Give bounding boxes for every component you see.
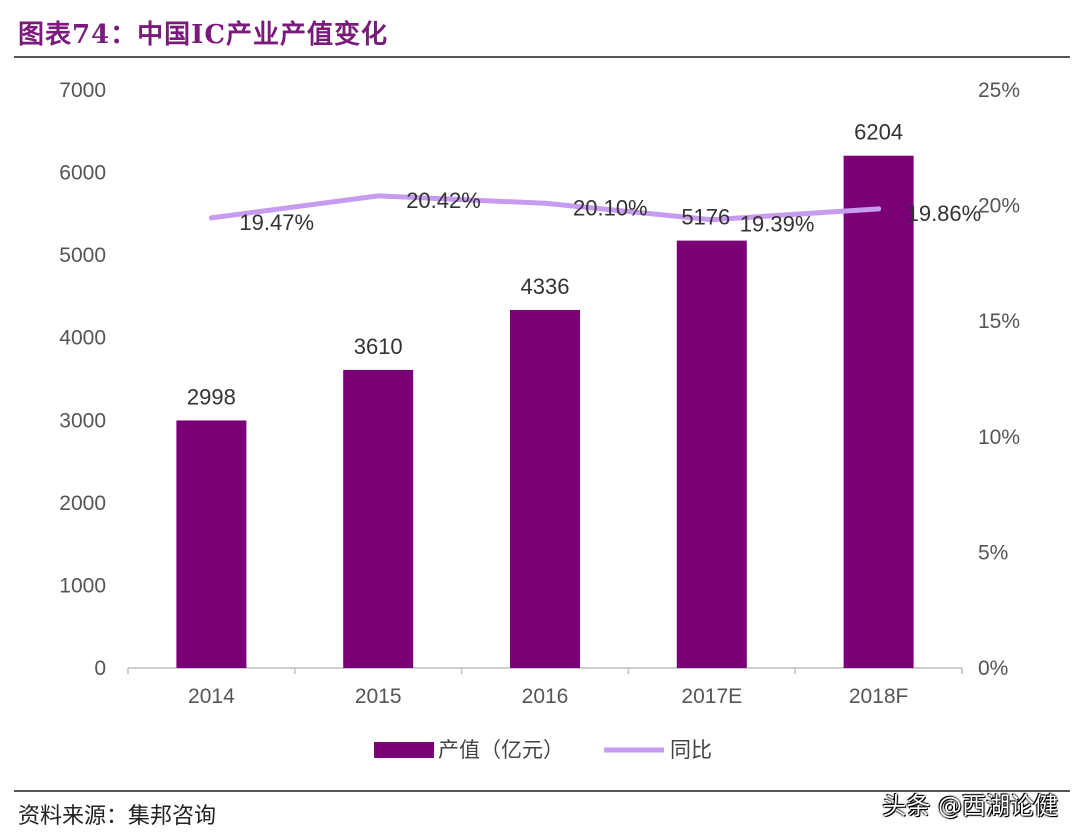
yoy-point [709, 217, 715, 223]
yoy-data-label: 19.39% [740, 212, 815, 237]
x-tick-label: 2018F [849, 685, 909, 708]
yoy-point [208, 215, 214, 221]
bar-2018F [843, 155, 914, 668]
y-right-tick-label: 10% [978, 426, 1020, 449]
legend-label-bar: 产值（亿元） [438, 738, 564, 762]
y-left-tick-label: 4000 [59, 327, 106, 350]
bar-2017E [676, 240, 747, 668]
x-tick-label: 2016 [522, 685, 569, 708]
bar-data-label: 6204 [854, 120, 903, 145]
bar-2015 [343, 369, 414, 668]
y-right-tick-label: 15% [978, 310, 1020, 333]
yoy-point [542, 200, 548, 206]
y-left-tick-label: 1000 [59, 574, 106, 597]
x-tick-label: 2015 [355, 685, 402, 708]
yoy-data-label: 19.86% [907, 201, 982, 226]
yoy-point [375, 193, 381, 199]
footer-divider [14, 790, 1070, 792]
legend-label-line: 同比 [670, 738, 712, 762]
y-left-tick-label: 6000 [59, 162, 106, 185]
y-left-tick-label: 2000 [59, 492, 106, 515]
y-left-tick-label: 5000 [59, 244, 106, 267]
bar-data-label: 4336 [521, 274, 570, 299]
y-left-tick-label: 0 [94, 657, 106, 680]
bar-data-label: 3610 [354, 334, 403, 359]
x-tick-label: 2017E [681, 685, 742, 708]
legend-swatch-bar [374, 742, 434, 758]
y-right-tick-label: 20% [978, 195, 1020, 218]
bar-data-label: 2998 [187, 384, 236, 409]
chart-title: 图表74：中国IC产业产值变化 [18, 20, 389, 50]
y-right-tick-label: 25% [978, 79, 1020, 102]
yoy-data-label: 20.42% [406, 188, 481, 213]
chart: 0 1000 2000 3000 4000 5000 6000 7000 0% 5% 10% 15% 2… [59, 79, 1020, 762]
watermark: 头条 @西湖论健 [882, 792, 1058, 820]
y-right-tick-label: 0% [978, 657, 1008, 680]
bar-2016 [510, 309, 580, 668]
y-left-tick-label: 3000 [59, 409, 106, 432]
y-right-tick-label: 5% [978, 541, 1008, 564]
yoy-point [876, 206, 882, 212]
yoy-data-label: 20.10% [573, 195, 648, 220]
source-note: 资料来源：集邦咨询 [18, 804, 217, 829]
title-divider [14, 56, 1070, 58]
yoy-data-label: 19.47% [239, 210, 314, 235]
x-tick-label: 2014 [188, 685, 235, 708]
y-left-tick-label: 7000 [59, 79, 106, 102]
bar-data-label: 5176 [681, 205, 730, 230]
bar-2014 [176, 420, 247, 668]
